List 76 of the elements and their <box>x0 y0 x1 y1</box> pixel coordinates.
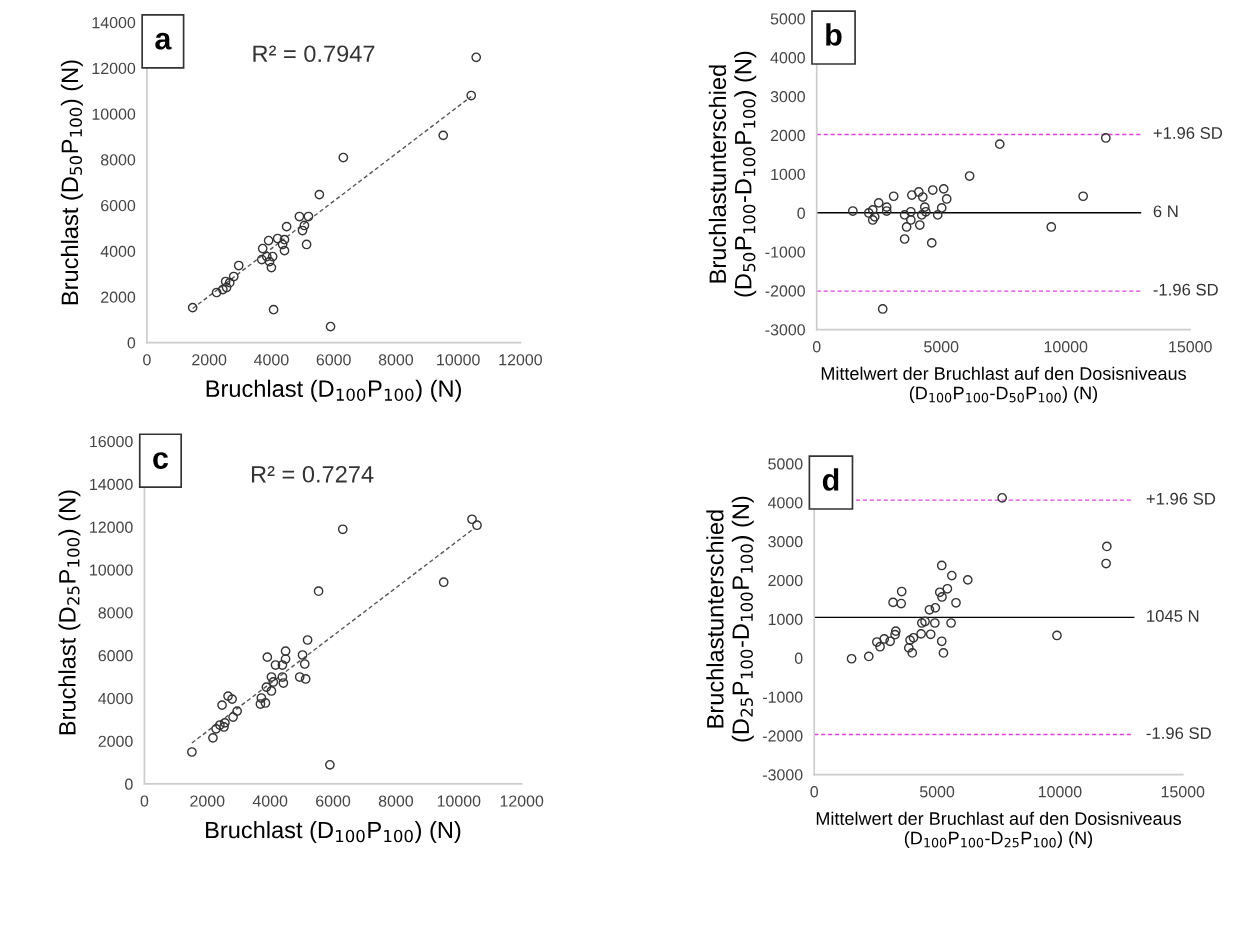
text: Mittelwert der Bruchlast auf den Dosisniveaus (D$_{100}$P$_{100}$-D$_{25}$P$_{100}$) (N) <box>816 811 1181 848</box>
y-axis-title: Bruchlast (D$_{25}$P$_{100}$) (N) <box>58 490 81 735</box>
y-tick-label: -3000 <box>765 324 805 336</box>
x-tick-label: 10000 <box>437 354 480 366</box>
y-tick-label: -3000 <box>762 769 803 781</box>
y-tick-label: -2000 <box>762 730 803 742</box>
x-tick-label: 10000 <box>437 795 481 807</box>
y-tick-label: 2000 <box>101 291 136 303</box>
y-tick-label: 0 <box>125 778 133 790</box>
text: Mittelwert der Bruchlast auf den Dosisniveaus (D$_{100}$P$_{100}$-D$_{50}$P$_{100}$) (N) <box>821 366 1186 403</box>
y-tick-label: 8000 <box>98 607 133 619</box>
y-tick-label: 12000 <box>92 62 136 75</box>
y-tick-label: 10000 <box>92 108 136 120</box>
annotation: R² = 0.7947 <box>253 45 375 63</box>
x-tick-label: 5000 <box>919 786 955 798</box>
x-tick-label: 15000 <box>1169 341 1212 353</box>
x-tick-label: 2000 <box>190 795 225 807</box>
x-tick-label: 8000 <box>378 795 414 807</box>
y-tick-label: 6000 <box>98 650 133 662</box>
x-tick-label: 15000 <box>1161 786 1205 798</box>
y-tick-label: 16000 <box>90 435 133 448</box>
y-tick-label: 10000 <box>90 564 133 576</box>
y-tick-label: 14000 <box>90 478 133 491</box>
annotation: c <box>153 452 169 469</box>
y-tick-label: 3000 <box>768 536 803 548</box>
x-tick-label: 0 <box>812 341 821 353</box>
x-tick-label: 10000 <box>1044 341 1088 353</box>
x-tick-label: 6000 <box>316 354 351 366</box>
y-tick-label: -1000 <box>762 691 803 703</box>
x-tick-label: 2000 <box>192 354 227 366</box>
ref-line-label: -1.96 SD <box>1146 727 1211 740</box>
x-tick-label: 0 <box>810 786 819 798</box>
x-tick-label: 12000 <box>499 354 542 366</box>
y-tick-label: 2000 <box>98 735 133 748</box>
y-tick-label: 5000 <box>770 13 805 25</box>
y-tick-label: 5000 <box>768 458 803 470</box>
x-tick-label: 12000 <box>500 795 544 807</box>
ref-line-label: +1.96 SD <box>1146 492 1216 505</box>
text: Bruchlastunterschied (D$_{50}$P$_{100}$-D$_{100}$P$_{100}$) (N) <box>708 51 757 297</box>
text: Bruchlastunterschied (D$_{25}$P$_{100}$-D$_{100}$P$_{100}$) (N) <box>706 496 754 742</box>
x-tick-label: 10000 <box>1038 786 1082 798</box>
x-axis-title: Bruchlast (D$_{100}$P$_{100}$) (N) <box>206 821 461 844</box>
x-axis-title: Bruchlast (D$_{100}$P$_{100}$) (N) <box>206 379 461 402</box>
y-tick-label: 4000 <box>770 52 805 64</box>
x-tick-label: 0 <box>143 354 151 366</box>
x-tick-label: 5000 <box>924 341 959 353</box>
x-tick-label: 4000 <box>252 795 288 807</box>
y-tick-label: 0 <box>797 207 805 219</box>
ref-line-label: +1.96 SD <box>1153 127 1223 139</box>
y-tick-label: 6000 <box>101 199 136 212</box>
annotation: d <box>822 468 839 491</box>
y-tick-label: 2000 <box>770 129 805 142</box>
y-tick-label: 12000 <box>90 521 133 533</box>
annotation: b <box>826 23 842 46</box>
y-axis-title: Bruchlast (D$_{50}$P$_{100}$) (N) <box>60 60 83 305</box>
x-tick-label: 8000 <box>378 354 414 366</box>
y-tick-label: 8000 <box>100 154 136 166</box>
annotation: a <box>155 32 172 50</box>
y-tick-label: 4000 <box>98 692 133 705</box>
y-tick-label: -1000 <box>765 246 805 258</box>
ref-line-label: -1.96 SD <box>1153 283 1218 296</box>
y-tick-label: 3000 <box>770 90 805 103</box>
y-tick-label: 0 <box>794 652 803 664</box>
x-tick-label: 6000 <box>316 795 351 807</box>
y-tick-label: 1000 <box>768 613 803 626</box>
x-tick-label: 4000 <box>254 354 289 366</box>
y-tick-label: 1000 <box>771 168 805 181</box>
y-tick-label: 4000 <box>100 245 136 258</box>
y-tick-label: 14000 <box>92 16 136 29</box>
annotation: R² = 0.7274 <box>251 465 374 483</box>
x-tick-label: 0 <box>140 795 149 807</box>
y-tick-label: 4000 <box>767 497 803 509</box>
ref-line-label: 6 N <box>1153 205 1178 218</box>
y-tick-label: -2000 <box>765 285 805 297</box>
ref-line-label: 1045 N <box>1147 610 1199 622</box>
y-tick-label: 2000 <box>768 574 803 587</box>
